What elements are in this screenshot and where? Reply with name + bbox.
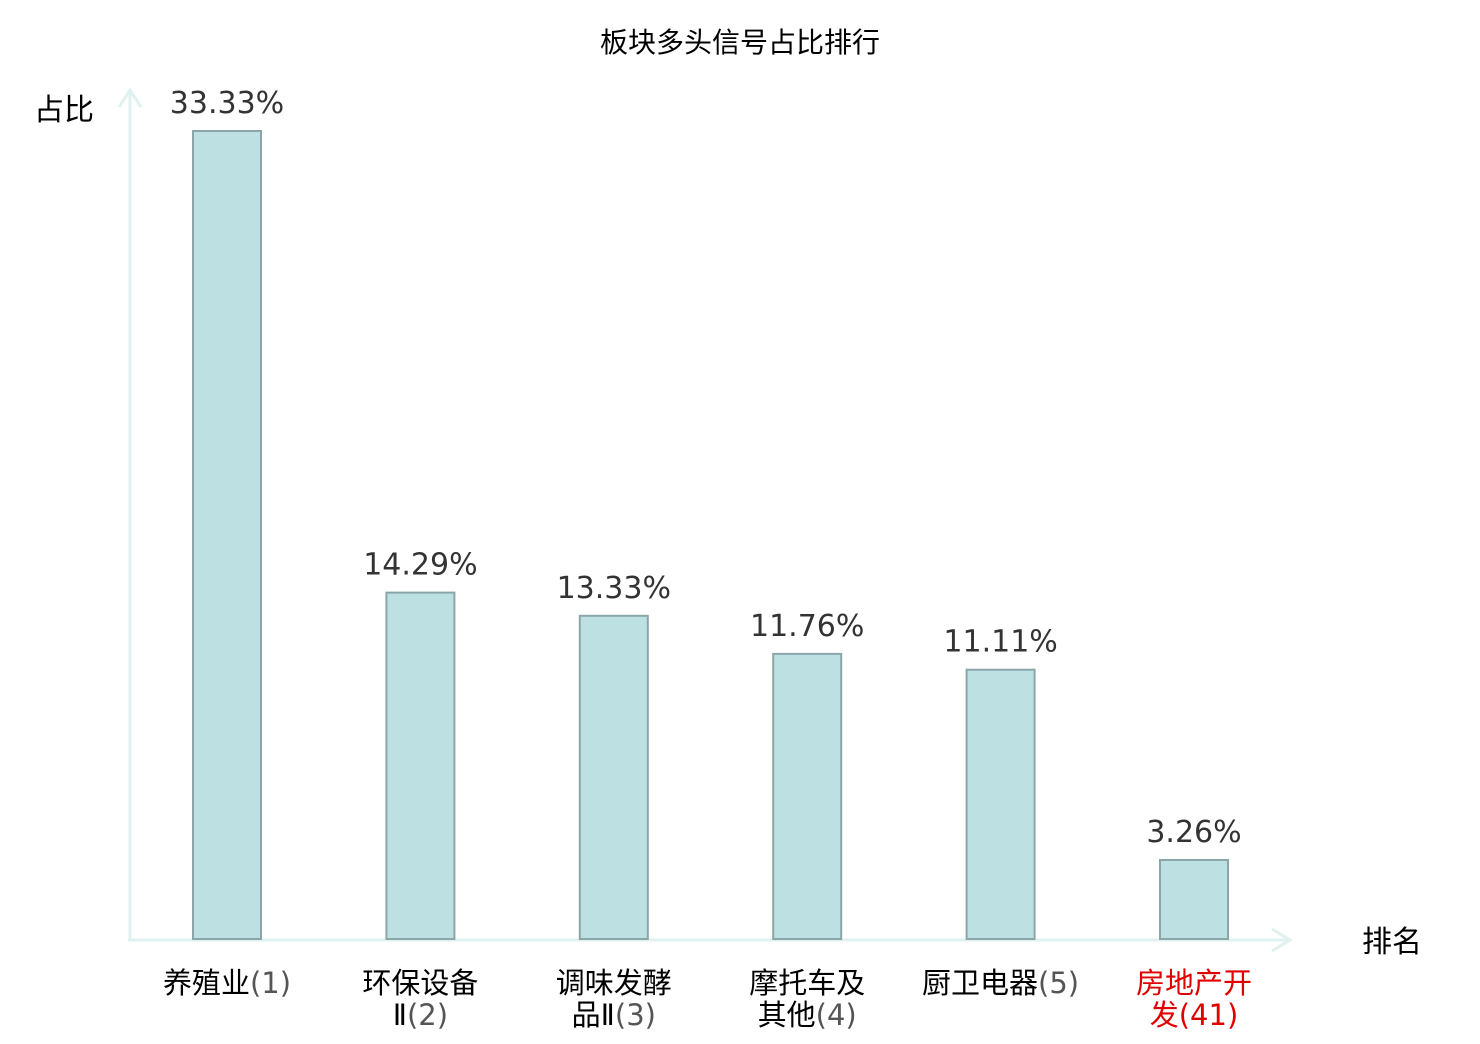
bar [965, 668, 1036, 940]
bar-value-label: 11.11% [943, 625, 1057, 660]
category-rank: (3) [615, 998, 656, 1032]
category-label: 摩托车及其他(4) [749, 966, 865, 1032]
value-labels: 33.33% 14.29% 13.33% 11.76% 11.11% 3.26% [170, 86, 1242, 850]
bar [385, 591, 456, 940]
bars [192, 130, 1229, 941]
bar [772, 652, 843, 941]
y-axis-label: 占比 [34, 93, 94, 128]
category-label: 养殖业(1) [163, 966, 291, 1000]
category-rank: (4) [816, 998, 857, 1032]
category-label-line1: 环保设备 [362, 966, 478, 1000]
category-label: 房地产开发(41) [1136, 966, 1252, 1032]
category-label-line2: 品Ⅱ [572, 998, 615, 1032]
x-axis-label: 排名 [1362, 925, 1422, 960]
category-label-line1: 房地产开 [1136, 966, 1252, 1000]
bar-value-label: 33.33% [170, 86, 284, 121]
category-label-line1: 摩托车及 [749, 966, 865, 1000]
bar-value-label: 11.76% [750, 609, 864, 644]
category-label-line2: 发 [1150, 998, 1179, 1032]
bar-value-label: 3.26% [1146, 815, 1241, 850]
y-axis-arrow [117, 87, 143, 108]
category-labels: 养殖业(1) 环保设备 Ⅱ(2) 调味发酵品Ⅱ(3) 摩托车及其他(4) 厨卫电器(5) 房… [163, 966, 1252, 1032]
axes [117, 87, 1293, 953]
category-label-line2: Ⅱ [393, 998, 407, 1032]
category-rank: (5) [1038, 966, 1079, 1000]
category-rank: (2) [407, 998, 448, 1032]
bar [192, 130, 262, 940]
category-label-line1: 调味发酵 [556, 966, 672, 1000]
category-rank: (1) [250, 966, 291, 1000]
chart-title: 板块多头信号占比排行 [600, 26, 880, 59]
bar-value-label: 13.33% [557, 571, 671, 606]
category-label: 调味发酵品Ⅱ(3) [556, 966, 672, 1032]
bar [1159, 859, 1229, 940]
bar-value-label: 14.29% [363, 548, 477, 583]
category-label: 环保设备 Ⅱ(2) [362, 966, 478, 1032]
bar [578, 614, 649, 940]
category-label: 厨卫电器(5) [922, 966, 1079, 1000]
category-label-line1: 厨卫电器 [922, 966, 1038, 1000]
category-label-line2: 其他 [758, 998, 816, 1032]
category-label-line1: 养殖业 [163, 966, 250, 1000]
category-rank: (41) [1179, 998, 1239, 1032]
x-axis-arrow [1271, 927, 1293, 953]
